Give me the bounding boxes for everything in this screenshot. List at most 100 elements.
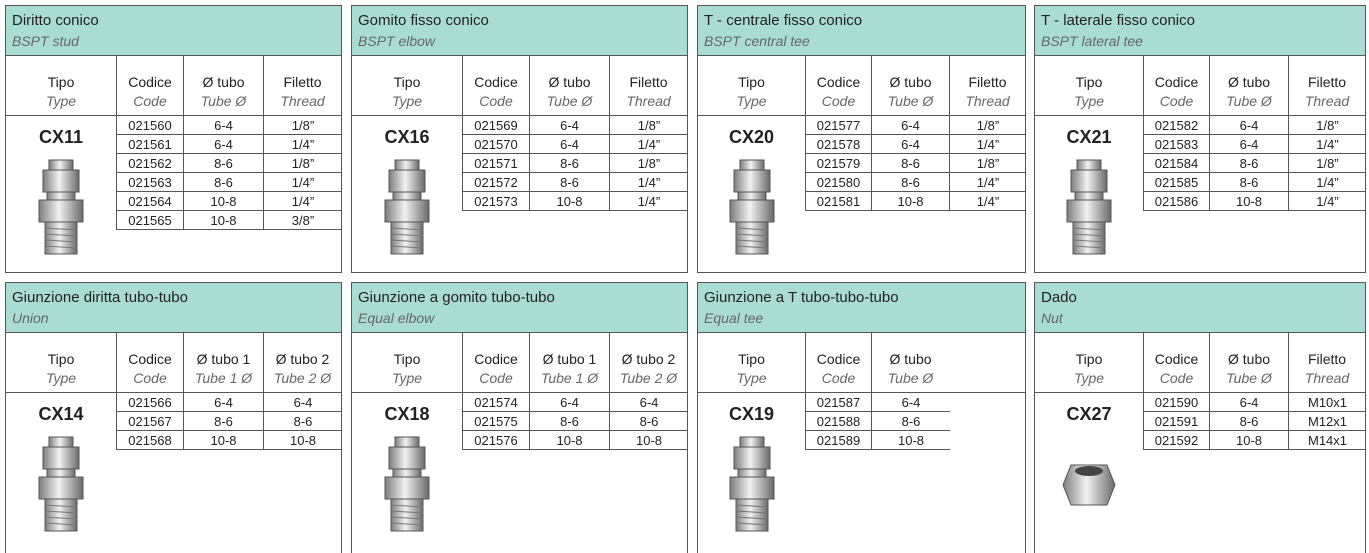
panel-header: Dado Nut bbox=[1035, 283, 1365, 333]
column-header: Tipo Type bbox=[352, 56, 462, 115]
column-label: Tipo bbox=[738, 74, 765, 90]
table-cell: 021579 bbox=[805, 154, 871, 173]
table-cell: 10-8 bbox=[871, 192, 949, 211]
column-sublabel: Thread bbox=[1304, 370, 1350, 386]
table-cell: 021569 bbox=[462, 116, 529, 135]
table-cell: 1/4” bbox=[949, 135, 1026, 154]
column-label: Tipo bbox=[738, 351, 765, 367]
column-label: Ø tubo bbox=[1227, 351, 1271, 367]
column-label: Codice bbox=[1154, 74, 1199, 90]
table-cell: 021585 bbox=[1143, 173, 1209, 192]
model-code: CX18 bbox=[384, 404, 430, 424]
column-sublabel: Code bbox=[479, 93, 513, 109]
column-header: Filetto Thread bbox=[263, 56, 341, 115]
column-sublabel: Tube 1 Ø bbox=[194, 370, 253, 386]
column-label: Tipo bbox=[1075, 74, 1103, 90]
table-cell: 6-4 bbox=[1209, 135, 1288, 154]
column-sublabel: Type bbox=[45, 93, 77, 109]
column-sublabel: Tube Ø bbox=[546, 93, 593, 109]
product-panel: Dado Nut Tipo Type Codice Code Ø tubo Tube Ø Fil… bbox=[1034, 282, 1366, 553]
table-cell: 8-6 bbox=[529, 154, 609, 173]
product-image bbox=[21, 158, 101, 258]
panel-header: Giunzione a T tubo-tubo-tubo Equal tee bbox=[698, 283, 1025, 333]
panel-subtitle: Union bbox=[12, 310, 49, 326]
table-cell: 6-4 bbox=[183, 116, 263, 135]
header-divider bbox=[6, 392, 341, 393]
table-cell: 1/4” bbox=[263, 135, 342, 154]
panel-header: Gomito fisso conico BSPT elbow bbox=[352, 6, 687, 56]
column-header: Tipo Type bbox=[1035, 333, 1143, 392]
panel-header: Giunzione diritta tubo-tubo Union bbox=[6, 283, 341, 333]
column-header: Filetto Thread bbox=[1288, 56, 1365, 115]
table-cell: 8-6 bbox=[1209, 173, 1288, 192]
panel-title: Giunzione diritta tubo-tubo bbox=[12, 289, 188, 306]
table-cell: 021572 bbox=[462, 173, 529, 192]
product-image bbox=[712, 158, 792, 258]
column-header: Codice Code bbox=[805, 333, 871, 392]
column-sublabel: Tube 2 Ø bbox=[619, 370, 678, 386]
column-header: Ø tubo Tube Ø bbox=[1209, 56, 1288, 115]
table-cell: 1/8” bbox=[263, 154, 342, 173]
table-cell: 6-4 bbox=[263, 393, 342, 412]
table-cell: 1/8” bbox=[609, 154, 688, 173]
header-divider bbox=[698, 392, 1025, 393]
column-sublabel: Thread bbox=[1304, 93, 1350, 109]
column-sublabel: Type bbox=[736, 93, 767, 109]
column-sublabel: Code bbox=[821, 93, 856, 109]
column-label: Codice bbox=[816, 74, 861, 90]
table-cell: 1/4” bbox=[609, 135, 688, 154]
column-label: Codice bbox=[1154, 351, 1199, 367]
table-cell: 021575 bbox=[462, 412, 529, 431]
table-cell: 021586 bbox=[1143, 192, 1209, 211]
table-cell: 021591 bbox=[1143, 412, 1209, 431]
panel-header: Diritto conico BSPT stud bbox=[6, 6, 341, 56]
column-sublabel: Thread bbox=[280, 93, 325, 109]
panel-header: T - centrale fisso conico BSPT central te… bbox=[698, 6, 1025, 56]
table-cell: M12x1 bbox=[1288, 412, 1366, 431]
column-header: Ø tubo Tube Ø bbox=[529, 56, 609, 115]
table-cell: 6-4 bbox=[1209, 393, 1288, 412]
column-sublabel: Tube Ø bbox=[887, 93, 934, 109]
column-header: Ø tubo Tube Ø bbox=[871, 56, 949, 115]
table-cell: 021587 bbox=[805, 393, 871, 412]
table-cell: 021564 bbox=[116, 192, 183, 211]
column-label: Filetto bbox=[1307, 351, 1347, 367]
table-cell: 021566 bbox=[116, 393, 183, 412]
table-cell: 6-4 bbox=[1209, 116, 1288, 135]
column-sublabel: Tube Ø bbox=[887, 370, 934, 386]
table-cell: 10-8 bbox=[529, 431, 609, 450]
column-header: Ø tubo 1 Tube 1 Ø bbox=[529, 333, 609, 392]
table-cell: 021565 bbox=[116, 211, 183, 230]
column-header: Codice Code bbox=[462, 333, 529, 392]
table-cell: 8-6 bbox=[263, 412, 342, 431]
column-label: Tipo bbox=[393, 351, 421, 367]
table-cell: 021571 bbox=[462, 154, 529, 173]
table-cell: 021568 bbox=[116, 431, 183, 450]
table-cell: 021577 bbox=[805, 116, 871, 135]
column-label: Filetto bbox=[283, 74, 322, 90]
column-label: Codice bbox=[474, 351, 518, 367]
table-cell: 021563 bbox=[116, 173, 183, 192]
table-cell: 10-8 bbox=[871, 431, 950, 450]
panel-header: Giunzione a gomito tubo-tubo Equal elbow bbox=[352, 283, 687, 333]
column-header: Tipo Type bbox=[6, 56, 116, 115]
table-cell: 1/8” bbox=[609, 116, 688, 135]
column-label: Tipo bbox=[1075, 351, 1103, 367]
table-cell: 021588 bbox=[805, 412, 871, 431]
column-header: Ø tubo 1 Tube 1 Ø bbox=[183, 333, 263, 392]
column-label: Ø tubo bbox=[889, 351, 932, 367]
column-sublabel: Code bbox=[821, 370, 856, 386]
table-cell: 8-6 bbox=[871, 173, 949, 192]
column-sublabel: Tube Ø bbox=[1226, 370, 1272, 386]
column-label: Codice bbox=[474, 74, 518, 90]
table-cell: 10-8 bbox=[183, 431, 263, 450]
column-sublabel: Thread bbox=[626, 93, 671, 109]
table-cell: 6-4 bbox=[871, 393, 950, 412]
model-code: CX19 bbox=[728, 404, 775, 424]
column-label: Codice bbox=[128, 74, 172, 90]
product-image bbox=[367, 158, 447, 258]
model-code: CX16 bbox=[384, 127, 430, 147]
panel-title: Diritto conico bbox=[12, 12, 99, 29]
table-cell: 021582 bbox=[1143, 116, 1209, 135]
panel-title: T - laterale fisso conico bbox=[1041, 12, 1195, 29]
